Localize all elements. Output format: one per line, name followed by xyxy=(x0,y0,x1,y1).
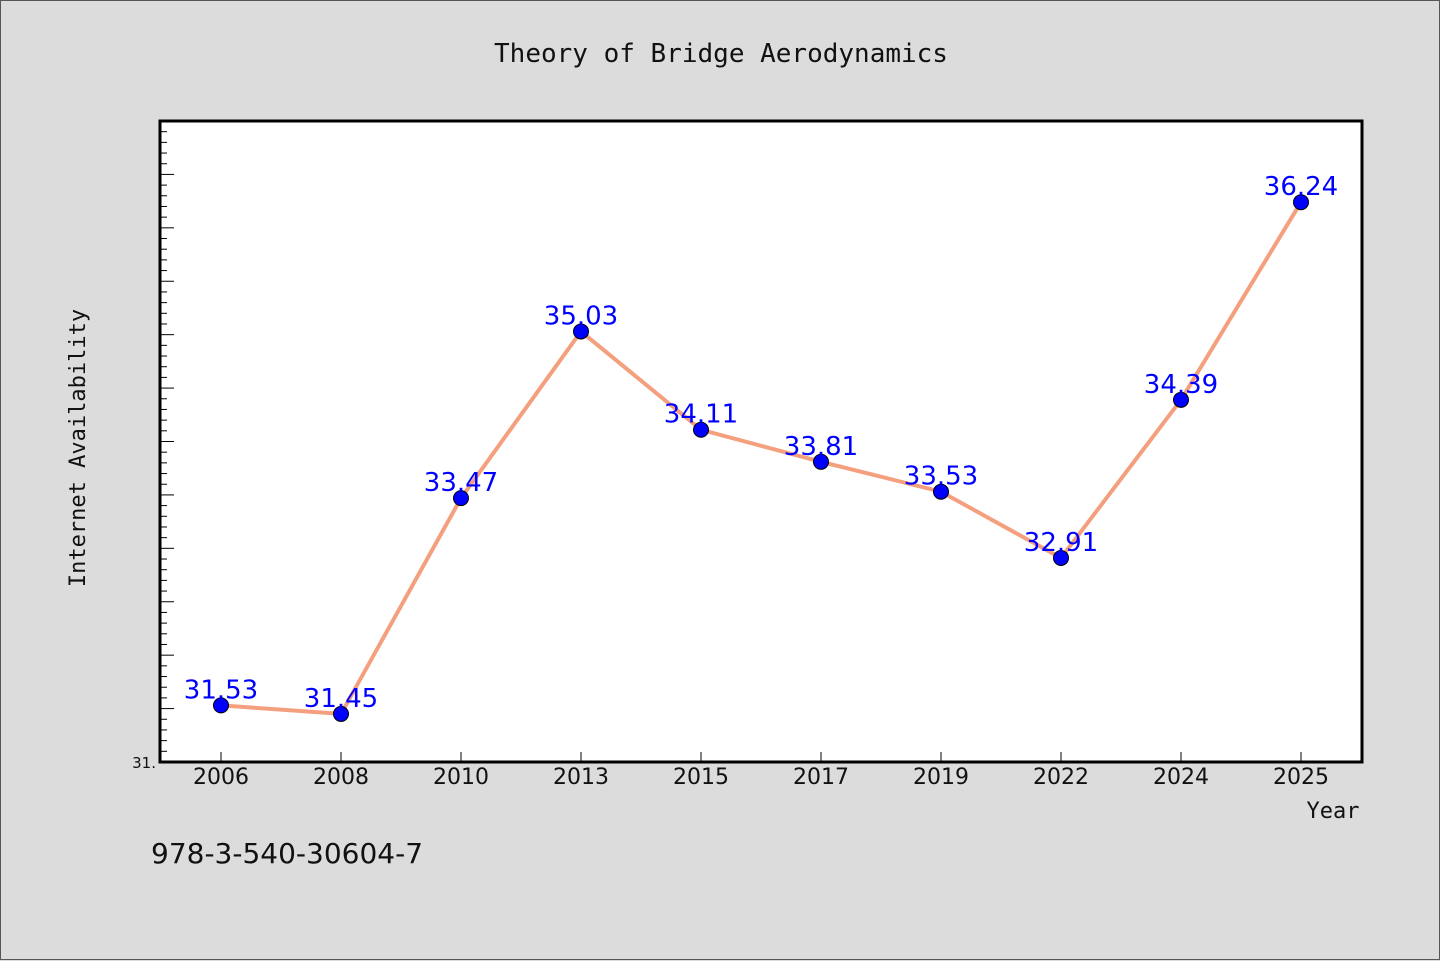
data-label: 34.39 xyxy=(1144,370,1218,400)
plot-area xyxy=(158,119,1364,764)
y-tick-label: 31. xyxy=(132,754,156,772)
chart-title: Theory of Bridge Aerodynamics xyxy=(494,39,948,69)
series-line xyxy=(220,201,1303,716)
x-tick-label: 2019 xyxy=(913,765,969,790)
x-tick-label: 2025 xyxy=(1273,765,1329,790)
data-label: 31.45 xyxy=(304,684,378,714)
data-label: 33.53 xyxy=(904,462,978,492)
data-point xyxy=(213,697,229,714)
x-tick-label: 2010 xyxy=(433,765,489,790)
x-tick-label: 2024 xyxy=(1153,765,1209,790)
data-label: 33.47 xyxy=(424,468,498,498)
data-markers xyxy=(213,194,1309,722)
x-tick-label: 2017 xyxy=(793,765,849,790)
x-tick-label: 2006 xyxy=(193,765,249,790)
data-label: 32.91 xyxy=(1024,528,1098,558)
data-label: 33.81 xyxy=(784,432,858,462)
data-labels: 31.53 31.45 33.47 35.03 34.11 33.81 33.53 32.91… xyxy=(184,172,1338,714)
isbn-text: 978-3-540-30604-7 xyxy=(151,837,423,870)
series-line-group xyxy=(220,201,1303,716)
y-axis-label: Internet Availability xyxy=(66,309,91,587)
x-tick-label: 2015 xyxy=(673,765,729,790)
data-label: 34.11 xyxy=(664,400,738,430)
data-point xyxy=(813,453,829,470)
data-point xyxy=(693,421,709,438)
data-label: 35.03 xyxy=(544,301,618,331)
data-point xyxy=(453,490,469,507)
data-label: 36.24 xyxy=(1264,172,1338,202)
data-label: 31.53 xyxy=(184,675,258,705)
data-point xyxy=(1173,391,1189,408)
x-tick-label: 2022 xyxy=(1033,765,1089,790)
data-point xyxy=(333,705,349,722)
x-tick-label: 2013 xyxy=(553,765,609,790)
data-point xyxy=(573,323,589,340)
y-axis-ticks: 31. xyxy=(132,131,174,772)
x-axis-label: Year xyxy=(1307,799,1360,824)
data-point xyxy=(1293,194,1309,211)
x-tick-label: 2008 xyxy=(313,765,369,790)
data-point xyxy=(933,483,949,500)
data-point xyxy=(1053,549,1069,566)
x-axis-ticks: 2006 2008 2010 2013 2015 2017 2019 2022 2024 2025 xyxy=(193,752,1329,790)
